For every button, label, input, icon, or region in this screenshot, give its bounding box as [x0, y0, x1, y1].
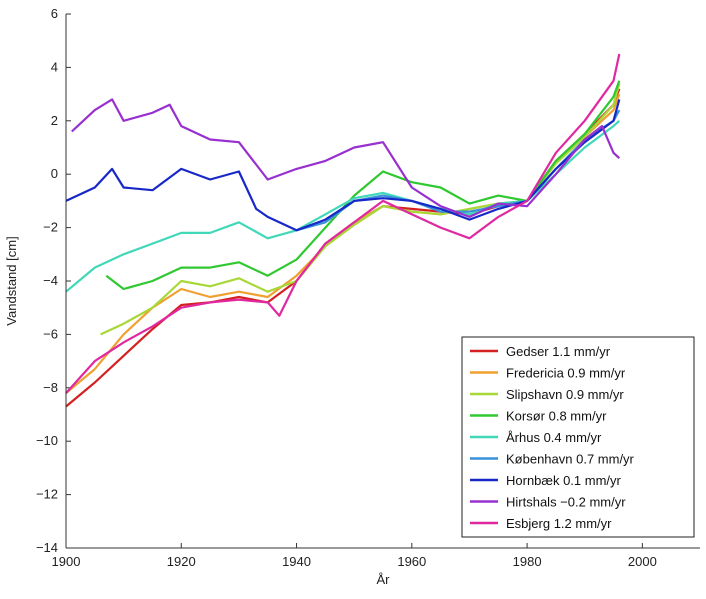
- y-tick-label: −14: [36, 540, 58, 555]
- y-tick-label: −6: [43, 326, 58, 341]
- x-tick-label: 1920: [167, 554, 196, 569]
- y-tick-label: 6: [51, 6, 58, 21]
- legend: Gedser 1.1 mm/yr Fredericia 0.9 mm/yr Slip…: [461, 336, 695, 538]
- series-line-9: [65, 53, 621, 394]
- y-tick-label: −8: [43, 380, 58, 395]
- x-axis-label: År: [377, 572, 391, 587]
- y-tick-label: 2: [51, 113, 58, 128]
- legend-entry: Korsør 0.8 mm/yr: [506, 409, 607, 424]
- y-axis-label: Vandstand [cm]: [4, 236, 19, 325]
- legend-box: [461, 336, 695, 538]
- x-tick-label: 1980: [513, 554, 542, 569]
- x-tick-label: 1900: [52, 554, 81, 569]
- legend-entry: København 0.7 mm/yr: [506, 452, 635, 467]
- legend-entry: Slipshavn 0.9 mm/yr: [506, 387, 624, 402]
- x-tick-label: 2000: [628, 554, 657, 569]
- y-tick-label: −12: [36, 487, 58, 502]
- legend-entry: Hirtshals −0.2 mm/yr: [506, 495, 626, 510]
- y-tick-label: 4: [51, 59, 58, 74]
- legend-entry: Hornbæk 0.1 mm/yr: [506, 473, 622, 488]
- legend-entry: Gedser 1.1 mm/yr: [506, 344, 611, 359]
- x-tick-label: 1940: [282, 554, 311, 569]
- y-tick-label: 0: [51, 166, 58, 181]
- legend-entry: Esbjerg 1.2 mm/yr: [506, 516, 612, 531]
- series-line-3: [100, 83, 621, 336]
- y-tick-label: −10: [36, 433, 58, 448]
- series-line-8: [71, 98, 621, 218]
- y-tick-label: −2: [43, 220, 58, 235]
- legend-entry: Århus 0.4 mm/yr: [506, 430, 602, 445]
- series-line-7: [65, 99, 621, 232]
- legend-entry: Fredericia 0.9 mm/yr: [506, 366, 626, 381]
- series-line-5: [65, 119, 621, 293]
- x-tick-label: 1960: [397, 554, 426, 569]
- series-line-4: [105, 80, 621, 291]
- y-tick-label: −4: [43, 273, 58, 288]
